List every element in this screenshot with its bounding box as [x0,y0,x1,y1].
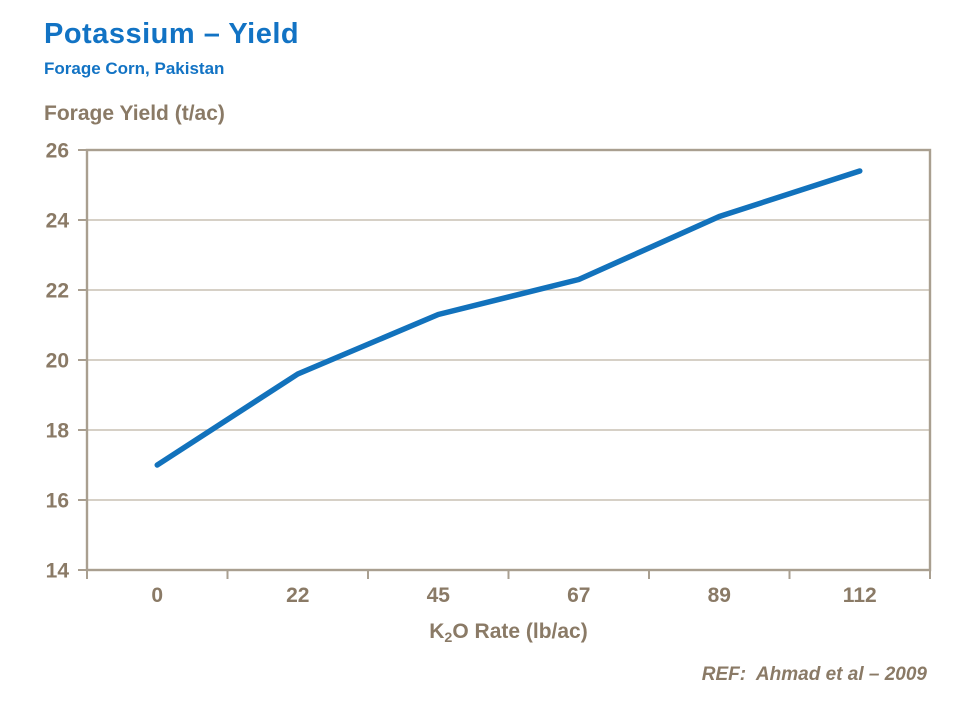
x-tick-label: 0 [151,584,163,607]
y-tick-label: 18 [46,420,70,443]
x-tick-label: 45 [427,584,451,607]
page-subtitle: Forage Corn, Pakistan [44,59,225,78]
x-axis-title-subscript: 2 [444,629,453,646]
reference-citation: REF: Ahmad et al – 2009 [701,664,927,685]
y-axis-title: Forage Yield (t/ac) [44,102,225,125]
x-axis-title: K2O Rate (lb/ac) [87,620,930,646]
x-tick-label: 89 [708,584,731,607]
x-axis-title-prefix: K [429,620,445,643]
y-tick-label: 22 [46,280,69,303]
x-tick-label: 67 [567,584,590,607]
y-tick-label: 14 [46,560,70,583]
y-tick-label: 20 [46,350,69,373]
y-tick-label: 24 [46,210,70,233]
y-tick-label: 16 [46,490,69,513]
y-tick-label: 26 [46,140,69,163]
page-title: Potassium – Yield [44,18,300,50]
x-tick-label: 112 [843,584,877,607]
data-line-forage-yield [154,168,863,468]
x-tick-label: 22 [286,584,309,607]
x-axis-title-suffix: O Rate (lb/ac) [452,620,588,643]
